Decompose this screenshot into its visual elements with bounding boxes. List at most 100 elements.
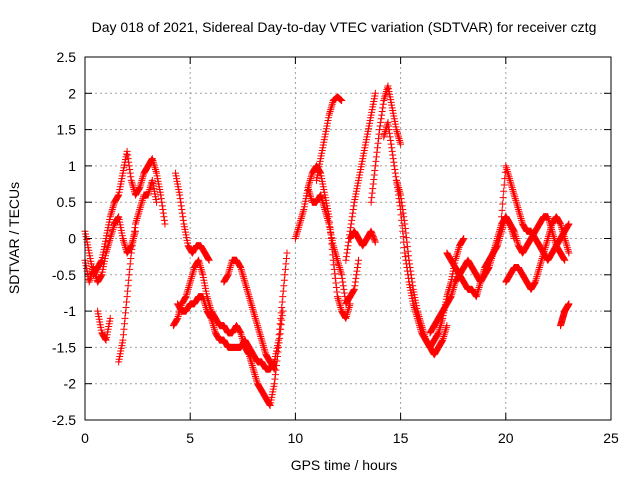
data-point [108, 205, 116, 213]
data-point [397, 211, 405, 219]
data-point [296, 220, 304, 228]
data-point [133, 216, 141, 224]
data-point [514, 205, 522, 213]
data-point [317, 193, 325, 201]
data-point [305, 187, 313, 195]
data-point [251, 371, 259, 379]
data-point [477, 278, 485, 286]
y-tick-label: -2 [64, 376, 77, 392]
data-point [378, 107, 386, 115]
data-point [433, 331, 441, 339]
data-point [544, 215, 552, 223]
data-point [562, 240, 570, 248]
data-point [176, 195, 184, 203]
data-point [560, 255, 568, 263]
data-point [564, 245, 572, 253]
data-point [540, 249, 548, 257]
data-point [535, 264, 543, 272]
data-point [460, 235, 468, 242]
data-point [507, 180, 515, 188]
data-point [393, 127, 401, 135]
data-point [386, 133, 394, 141]
data-point [434, 329, 442, 337]
data-point [497, 224, 505, 232]
data-point [547, 224, 555, 232]
data-point [491, 244, 499, 252]
data-point [326, 107, 334, 115]
data-point [503, 167, 511, 175]
data-point [379, 100, 387, 108]
data-point [449, 285, 457, 293]
data-point [295, 224, 303, 232]
data-point [391, 166, 399, 174]
data-point [393, 184, 401, 192]
data-point [114, 193, 122, 201]
data-point [208, 316, 216, 324]
data-point [260, 345, 268, 353]
data-point [350, 286, 358, 294]
data-point [396, 138, 404, 146]
data-point [327, 106, 335, 114]
data-point [473, 291, 481, 299]
data-point [210, 323, 218, 331]
data-point [90, 265, 98, 273]
data-point [398, 216, 406, 224]
data-point [561, 235, 569, 242]
data-point [225, 267, 233, 275]
data-point [498, 213, 506, 221]
data-point [388, 144, 396, 152]
data-point [330, 261, 338, 269]
data-point [542, 240, 550, 248]
data-point [105, 240, 113, 248]
data-point [250, 369, 258, 377]
data-point [504, 169, 512, 177]
data-point [441, 327, 449, 335]
data-point [402, 260, 410, 268]
data-point [517, 213, 525, 221]
data-point [120, 325, 128, 333]
data-point [459, 236, 467, 244]
data-point [277, 309, 285, 317]
data-point [515, 207, 523, 215]
data-point [505, 175, 513, 183]
data-point [276, 325, 284, 333]
data-point [440, 331, 448, 339]
data-point [371, 238, 379, 246]
data-point [395, 135, 403, 143]
data-point [343, 245, 351, 253]
data-point [146, 185, 154, 193]
data-point [510, 191, 518, 199]
data-point [348, 213, 356, 221]
data-point [298, 211, 306, 219]
data-point [509, 187, 517, 195]
data-point [318, 196, 326, 204]
data-point [271, 371, 279, 379]
data-point [390, 158, 398, 166]
data-point [530, 280, 538, 288]
data-point [397, 140, 405, 148]
data-point [478, 273, 486, 281]
data-point [278, 316, 286, 324]
data-point [499, 194, 507, 202]
data-point [517, 215, 525, 223]
y-tick-label: -0.5 [52, 267, 76, 283]
data-point [370, 176, 378, 184]
data-point [249, 307, 257, 315]
data-point [134, 211, 142, 219]
data-point [247, 300, 255, 308]
data-point [513, 202, 521, 210]
data-point [257, 333, 265, 341]
data-point [187, 276, 195, 284]
data-point [126, 265, 134, 273]
data-point [436, 323, 444, 331]
data-point [92, 271, 100, 279]
data-point [373, 144, 381, 152]
data-point [322, 211, 330, 219]
data-point [564, 221, 572, 229]
data-point [248, 362, 256, 370]
data-point [204, 254, 212, 262]
data-point [545, 229, 553, 237]
data-point [136, 184, 144, 192]
data-point [237, 331, 245, 339]
data-point [560, 254, 568, 262]
